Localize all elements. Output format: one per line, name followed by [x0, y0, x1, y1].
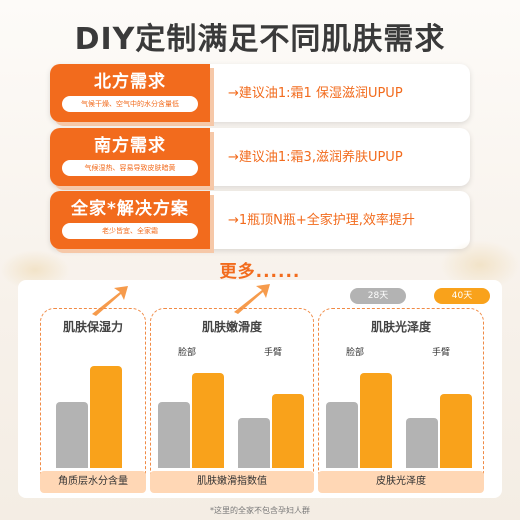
legend-item-28: 28天	[350, 288, 406, 304]
legend-label: 28天	[367, 291, 389, 301]
bar-28	[56, 402, 88, 468]
card-advice: →建议油1:霜3,滋润养肤UPUP	[228, 150, 403, 165]
footnote: *这里的全家不包含孕妇人群	[210, 506, 310, 515]
card-title: 南方需求	[94, 136, 166, 156]
card-south: 南方需求 气候湿热、容易导致皮肤暗黄 →建议油1:霜3,滋润养肤UPUP	[50, 128, 470, 186]
legend-item-40: 40天	[434, 288, 490, 304]
card-title: 全家*解决方案	[71, 199, 189, 219]
bar-28	[158, 402, 190, 468]
bar-40	[440, 393, 472, 468]
bar-28	[326, 402, 358, 468]
subcategory-label: 脸部	[177, 348, 196, 358]
group-xlabel: 角质层水分含量	[40, 471, 146, 493]
card-advice: →建议油1:霜1 保湿滋润UPUP	[228, 86, 403, 101]
card-tag: 全家*解决方案 老少皆宜、全家霜	[50, 191, 210, 249]
group-title: 肌肤保湿力	[62, 320, 123, 334]
legend-label: 40天	[451, 291, 473, 301]
subcategory-label: 手臂	[431, 348, 450, 358]
card-north: 北方需求 气候干燥、空气中的水分含量低 →建议油1:霜1 保湿滋润UPUP	[50, 64, 470, 122]
card-tag: 北方需求 气候干燥、空气中的水分含量低	[50, 64, 210, 122]
bar-28	[238, 417, 270, 468]
more-text: 更多......	[219, 262, 301, 282]
group-title: 肌肤嫩滑度	[201, 320, 262, 334]
bar-40	[192, 373, 224, 468]
subcategory-label: 脸部	[345, 348, 364, 358]
subcategory-label: 手臂	[263, 348, 282, 358]
bar-40	[360, 373, 392, 468]
bar-28	[406, 417, 438, 468]
card-title: 北方需求	[94, 72, 166, 92]
card-note: 老少皆宜、全家霜	[62, 223, 198, 239]
page-title: DIY定制满足不同肌肤需求	[74, 22, 446, 57]
group-xlabel: 皮肤光泽度	[318, 471, 484, 493]
card-advice: →1瓶顶N瓶+全家护理,效率提升	[228, 213, 415, 228]
bar-40	[90, 366, 122, 468]
card-family: 全家*解决方案 老少皆宜、全家霜 →1瓶顶N瓶+全家护理,效率提升	[50, 191, 470, 249]
group-title: 肌肤光泽度	[370, 320, 431, 334]
group-xlabel: 肌肤嫩滑指数值	[150, 471, 314, 493]
bar-40	[272, 393, 304, 468]
card-note: 气候干燥、空气中的水分含量低	[62, 96, 198, 112]
card-note: 气候湿热、容易导致皮肤暗黄	[62, 160, 198, 176]
decor-arrow-icon	[234, 284, 270, 314]
card-tag: 南方需求 气候湿热、容易导致皮肤暗黄	[50, 128, 210, 186]
